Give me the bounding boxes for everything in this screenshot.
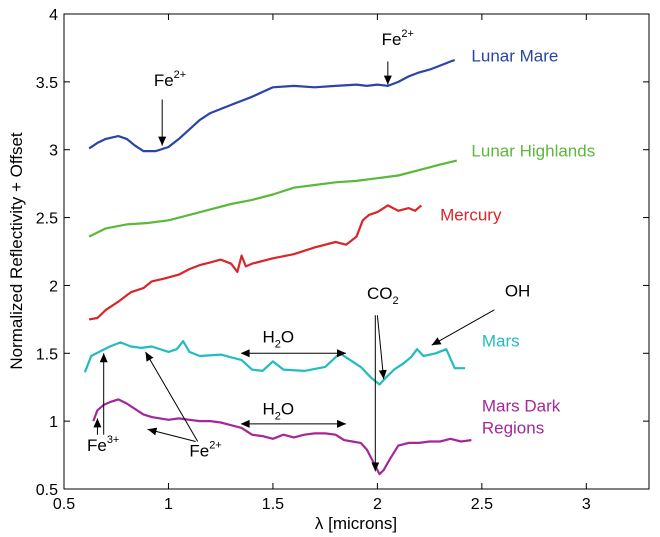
x-tick-label: 0.5 — [53, 496, 75, 513]
legend-label-mars-dark-regions: Mars Dark Regions — [482, 397, 561, 438]
y-tick-label: 2.5 — [36, 211, 58, 228]
annotation-arrow — [431, 309, 495, 346]
annotation-text: H2O — [262, 399, 294, 422]
annotation-text: Fe2+ — [189, 439, 221, 460]
annotation-oh: OH — [431, 281, 531, 346]
x-tick-label: 1 — [164, 496, 173, 513]
annotation-text: Fe3+ — [87, 434, 119, 455]
y-tick-label: 2 — [49, 278, 58, 295]
annotation-mars-h2o: H2O — [240, 327, 347, 358]
legend-label-mercury: Mercury — [440, 205, 502, 224]
annotation-text: OH — [505, 281, 531, 300]
series-line-mercury — [88, 204, 423, 321]
legend-label-mars: Mars — [482, 332, 520, 351]
annotation-arrow — [145, 351, 199, 442]
y-tick-label: 0.5 — [36, 482, 58, 499]
plot-frame — [63, 13, 650, 490]
legend-label-lunar-highlands: Lunar Highlands — [471, 142, 595, 161]
annotation-arrow — [376, 315, 387, 380]
y-axis-label: Normalized Reflectivity + Offset — [7, 132, 26, 370]
x-tick-label: 2 — [373, 496, 382, 513]
annotation-lunar-fe2-right: Fe2+ — [382, 28, 414, 85]
annotation-dark-h2o: H2O — [240, 399, 347, 428]
series-line-mars-dark-regions — [92, 398, 472, 476]
series-group: Lunar Mare Lunar Highlands Mercury Mars Mars… — [83, 47, 595, 476]
annotations-group: Fe2+ Fe2+ H2O H2O CO2 OH Fe3+ Fe2+ — [87, 28, 531, 472]
y-tick-label: 3 — [49, 143, 58, 160]
series-line-lunar-mare — [88, 59, 456, 153]
y-tick-label: 4 — [49, 7, 58, 24]
x-tick-label: 3 — [582, 496, 591, 513]
axis-ticks: 0.5 1 1.5 2 2.5 3 0.5 1 1.5 2 2.5 3 3.5 4 — [36, 7, 649, 513]
annotation-co2: CO2 — [367, 284, 399, 472]
annotation-text: CO2 — [367, 284, 399, 307]
annotation-fe3: Fe3+ — [87, 353, 119, 455]
annotation-fe2-mars: Fe2+ — [145, 351, 222, 460]
y-tick-label: 1.5 — [36, 346, 58, 363]
series-line-mars — [83, 340, 466, 386]
annotation-arrow — [147, 427, 196, 442]
x-axis-label: λ [microns] — [315, 514, 397, 533]
annotation-lunar-fe2-left: Fe2+ — [154, 69, 186, 146]
x-tick-label: 1.5 — [262, 496, 284, 513]
x-tick-label: 2.5 — [471, 496, 493, 513]
series-line-lunar-highlands — [88, 159, 458, 238]
annotation-text: H2O — [262, 327, 294, 350]
y-tick-label: 1 — [49, 414, 58, 431]
annotation-text: Fe2+ — [382, 28, 414, 49]
annotation-text: Fe2+ — [154, 69, 186, 90]
legend-label-lunar-mare: Lunar Mare — [471, 47, 558, 66]
y-tick-label: 3.5 — [36, 75, 58, 92]
